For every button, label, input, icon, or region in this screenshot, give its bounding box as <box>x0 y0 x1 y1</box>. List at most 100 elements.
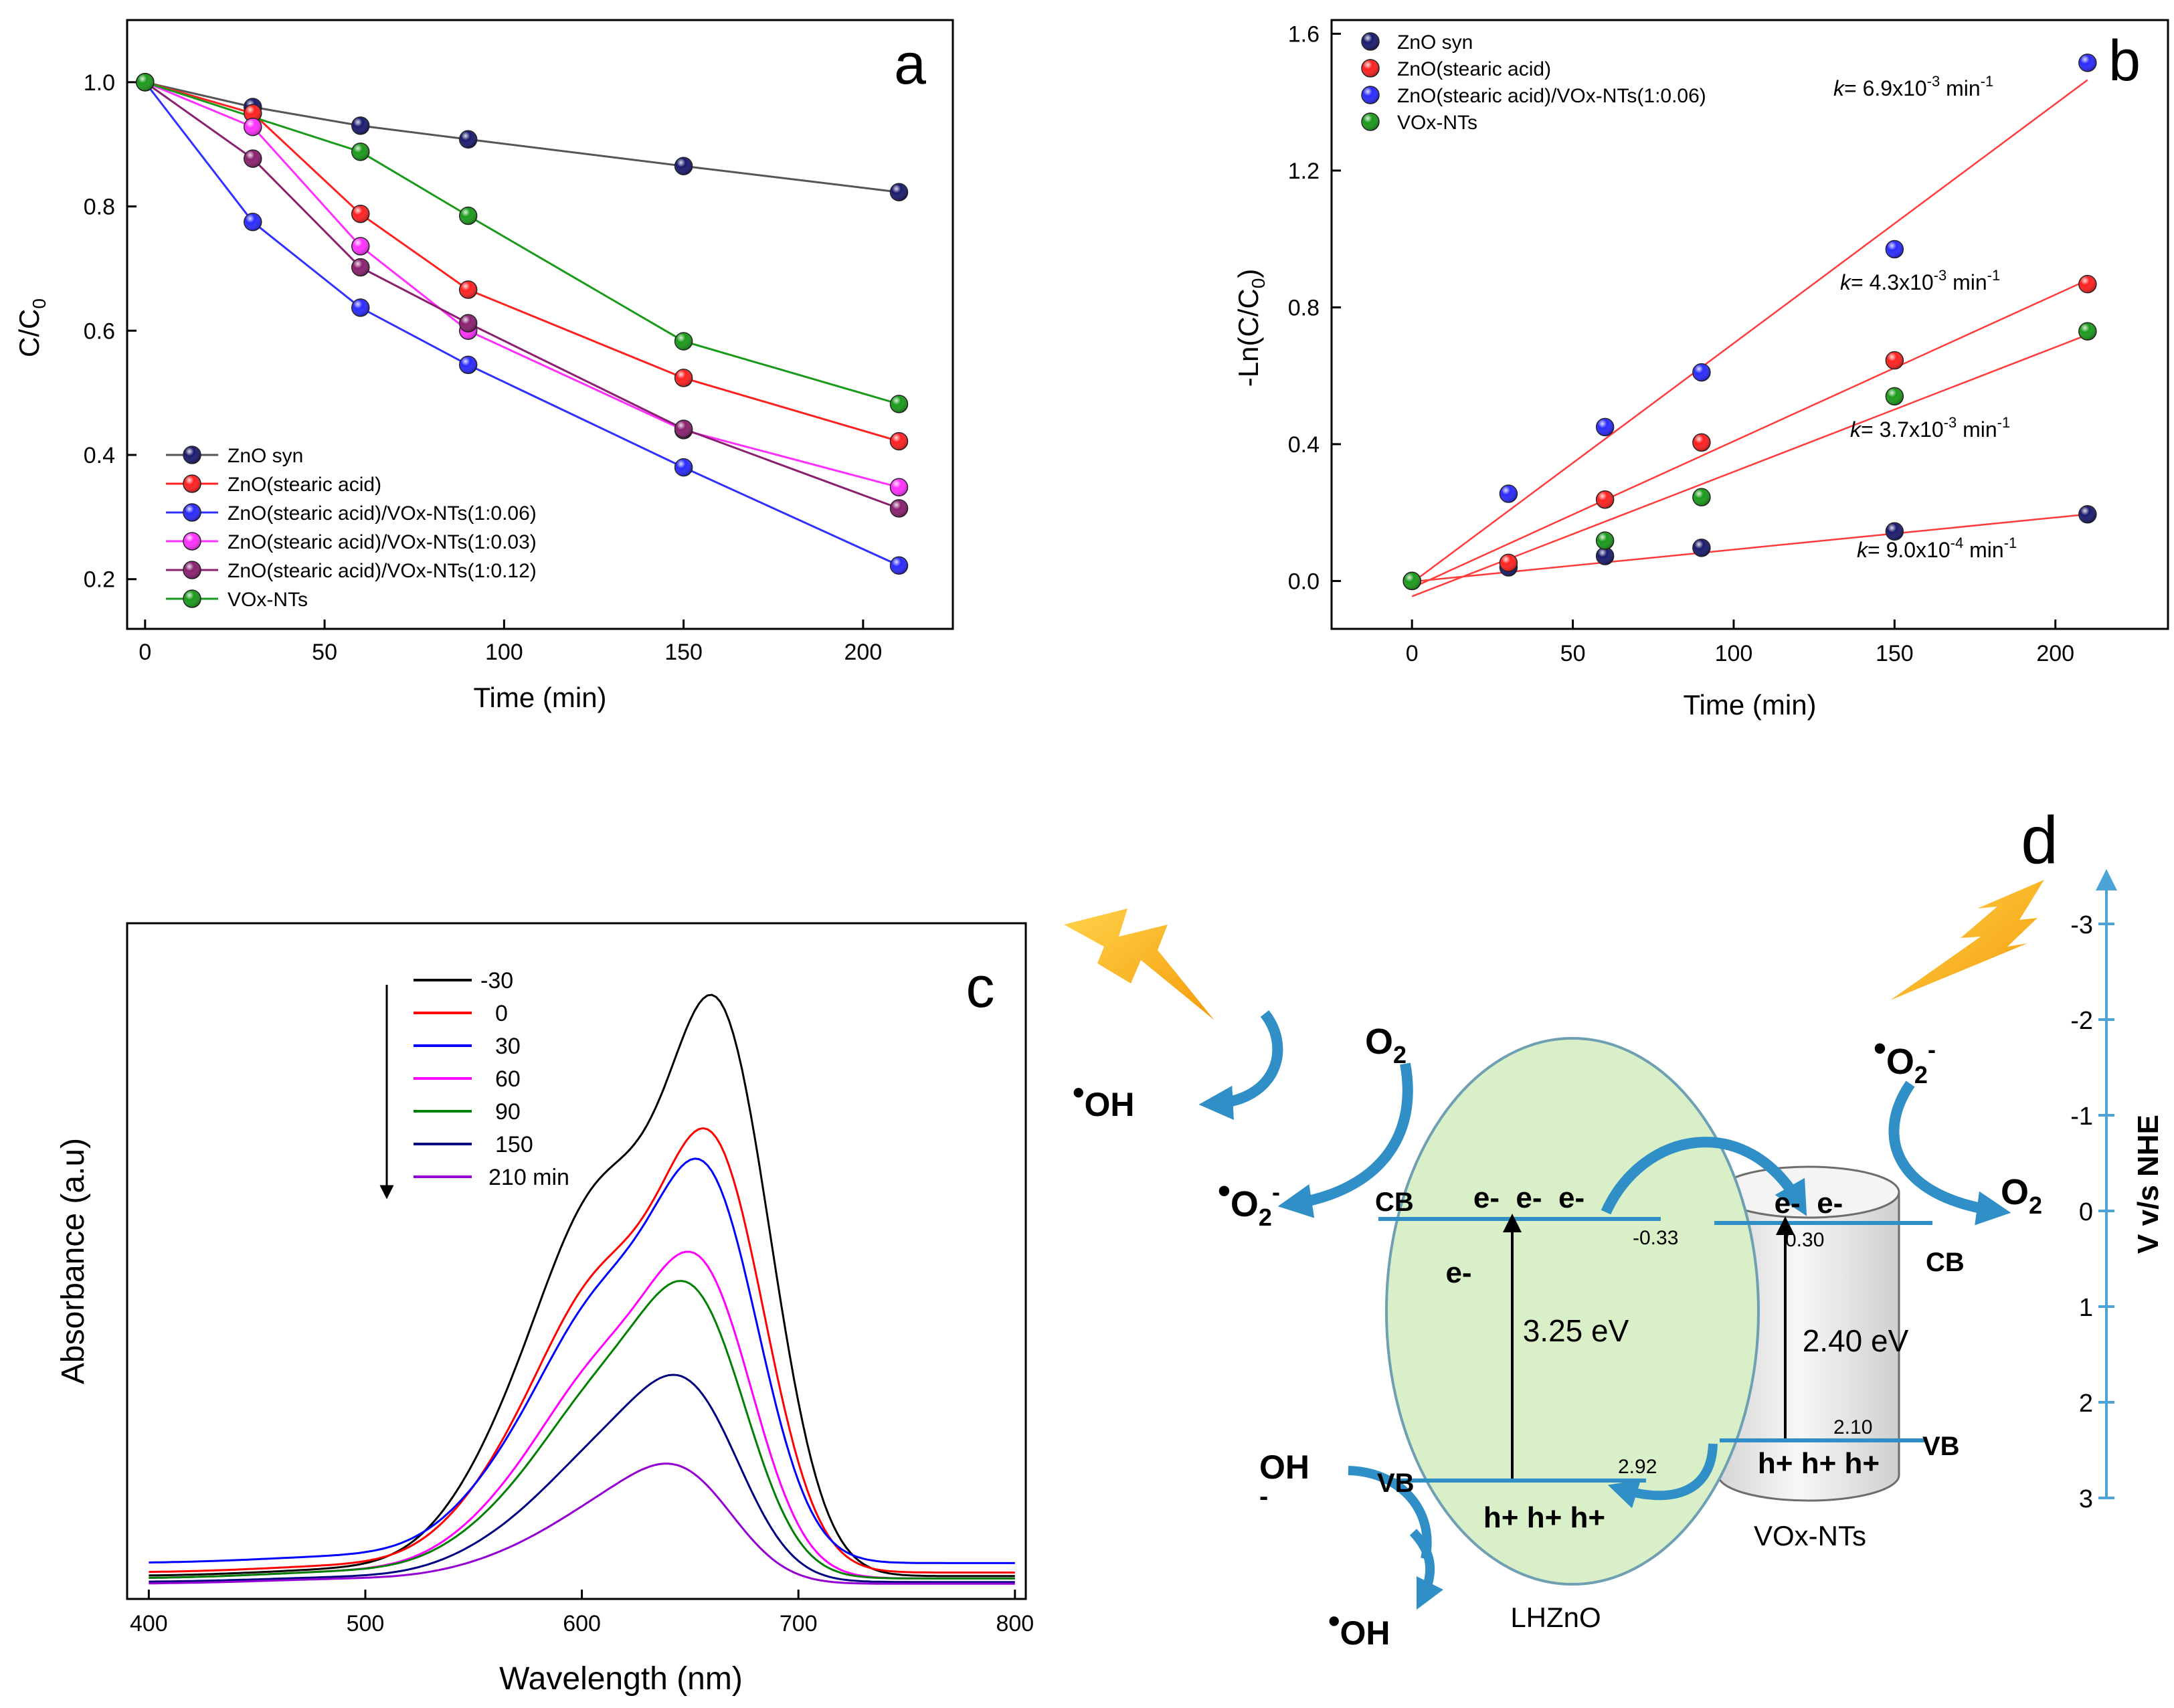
panel-a-label: a <box>894 32 926 96</box>
legend-marker-shine <box>183 590 201 607</box>
y-tick-label: 1.2 <box>1288 159 1320 184</box>
x-tick-label: 700 <box>780 1611 818 1636</box>
vox-cb-label: CB <box>1926 1248 1965 1277</box>
lhzno-vb-label: VB <box>1377 1468 1415 1498</box>
spectrum-curve <box>149 1157 1015 1564</box>
panel-c-ylabel: Absorbance (a.u) <box>56 1138 91 1384</box>
data-point-shine <box>2078 54 2096 72</box>
vox-label: VOx-NTs <box>1754 1520 1866 1551</box>
axis-tick-label: 2 <box>2079 1390 2093 1418</box>
data-point-shine <box>459 281 477 298</box>
legend-label: 150 <box>495 1132 533 1157</box>
spectrum-curve <box>149 1373 1015 1584</box>
legend-label: VOx-NTs <box>228 589 308 611</box>
y-tick-label: 0.4 <box>84 443 115 468</box>
o2-reduction-arrow-left <box>1277 1062 1413 1218</box>
data-point-shine <box>244 104 262 122</box>
data-point-shine <box>459 130 477 149</box>
y-tick-label: 0.2 <box>84 567 115 593</box>
y-tick-label: 1.6 <box>1288 21 1320 47</box>
data-point-shine <box>1500 485 1518 503</box>
legend-marker-shine <box>183 446 201 464</box>
data-point-shine <box>674 458 693 476</box>
lhzno-cb-value: -0.33 <box>1633 1227 1678 1249</box>
y-tick-label: 0.6 <box>84 318 115 344</box>
lhzno-electrons: e- e- e- <box>1473 1181 1584 1214</box>
lhzno-holes: h+ h+ h+ <box>1483 1501 1605 1534</box>
rate-constant-label: k= 3.7x10-3 min-1 <box>1850 414 2010 442</box>
y-tick-label: 1.0 <box>84 70 115 96</box>
spectrum-curve <box>149 1462 1015 1585</box>
data-point-shine <box>244 118 262 136</box>
data-point-shine <box>351 116 369 134</box>
data-point-shine <box>351 205 369 223</box>
fit-line <box>1412 513 2088 583</box>
rate-constant-label: k= 9.0x10-4 min-1 <box>1857 535 2017 562</box>
legend-label: ZnO(stearic acid) <box>228 474 381 496</box>
panel-b-ylabel: -Ln(C/C0) <box>1233 269 1269 387</box>
data-point-shine <box>351 143 369 161</box>
data-point-shine <box>351 258 369 276</box>
spectrum-curve <box>149 993 1015 1578</box>
energy-axis-title: V v/s NHE <box>2132 1115 2165 1254</box>
data-point-shine <box>2078 275 2096 293</box>
x-tick-label: 50 <box>312 640 337 665</box>
data-point-shine <box>674 157 693 175</box>
y-tick-label: 0.0 <box>1288 569 1320 594</box>
legend-marker-shine <box>1362 86 1379 104</box>
data-point-shine <box>1596 532 1614 550</box>
panel-a-xlabel: Time (min) <box>473 682 606 713</box>
lhzno-cb-label: CB <box>1375 1188 1414 1217</box>
legend-label: ZnO syn <box>1397 31 1473 54</box>
superoxide-right: •O2- <box>1874 1028 1936 1088</box>
legend-label: 30 <box>495 1034 521 1059</box>
lhzno-vb-value: 2.92 <box>1618 1456 1657 1478</box>
data-point-shine <box>459 207 477 225</box>
axis-tick-label: 0 <box>2079 1198 2093 1226</box>
fit-line <box>1411 79 2088 583</box>
data-point-shine <box>1596 418 1614 436</box>
axis-tick-label: 1 <box>2079 1294 2093 1322</box>
series-line <box>145 81 899 443</box>
spectrum-curve <box>149 1250 1015 1580</box>
axis-tick-label: -1 <box>2070 1103 2093 1131</box>
rate-constant-label: k= 4.3x10-3 min-1 <box>1840 267 2000 294</box>
hole-transfer-arrow <box>1607 1443 1718 1509</box>
x-tick-label: 200 <box>844 640 883 665</box>
legend-label: ZnO(stearic acid) <box>1397 58 1551 80</box>
axis-tick-label: 3 <box>2079 1485 2093 1513</box>
x-tick-label: 800 <box>996 1611 1034 1636</box>
x-tick-label: 600 <box>563 1611 601 1636</box>
vox-band-gap: 2.40 eV <box>1803 1323 1909 1358</box>
legend-label: 60 <box>495 1066 521 1092</box>
legend-label: ZnO(stearic acid)/VOx-NTs(1:0.06) <box>228 502 537 525</box>
data-point-shine <box>244 150 262 168</box>
data-point-shine <box>890 478 908 496</box>
lhzno-particle <box>1385 1037 1760 1586</box>
legend-label: ZnO(stearic acid)/VOx-NTs(1:0.06) <box>1397 85 1706 107</box>
legend-marker-shine <box>183 504 201 521</box>
legend-marker-shine <box>1362 33 1379 50</box>
data-point-shine <box>136 73 154 91</box>
lightning-bolt-icon <box>1890 880 2044 1000</box>
panel-b-label: b <box>2108 29 2141 93</box>
o2-right: O2 <box>2001 1172 2042 1219</box>
spectrum-curve <box>149 1280 1015 1580</box>
legend-label: 210 min <box>488 1165 569 1190</box>
data-point-shine <box>1886 351 1904 369</box>
vox-holes: h+ h+ h+ <box>1758 1447 1880 1480</box>
lhzno-band-gap: 3.25 eV <box>1523 1313 1629 1348</box>
data-point-shine <box>1886 387 1904 405</box>
fit-line <box>1411 279 2088 589</box>
vox-cb-value: 0.30 <box>1785 1229 1824 1251</box>
legend-label: ZnO(stearic acid)/VOx-NTs(1:0.03) <box>228 531 537 553</box>
data-point-shine <box>351 238 369 255</box>
legend-marker-shine <box>1362 60 1379 77</box>
panel-b-xlabel: Time (min) <box>1683 689 1816 721</box>
panel-a-ylabel: C/C0 <box>13 298 50 357</box>
spectrum-curve <box>149 1127 1015 1574</box>
data-point-shine <box>890 395 908 413</box>
x-tick-label: 0 <box>1406 641 1419 666</box>
series-line <box>145 81 899 488</box>
